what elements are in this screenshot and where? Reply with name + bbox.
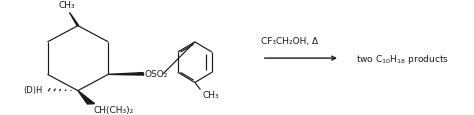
Text: CH₃: CH₃ xyxy=(59,1,75,10)
Text: OSO₂: OSO₂ xyxy=(144,70,168,79)
Polygon shape xyxy=(78,91,95,104)
Text: CH(CH₃)₂: CH(CH₃)₂ xyxy=(93,105,134,114)
Text: (D)H: (D)H xyxy=(23,85,43,94)
Text: CH₃: CH₃ xyxy=(202,90,219,99)
Polygon shape xyxy=(70,13,79,26)
Text: two $\mathregular{C_{10}H_{18}}$ products: two $\mathregular{C_{10}H_{18}}$ product… xyxy=(356,52,449,65)
Polygon shape xyxy=(108,73,144,75)
Text: CF₃CH₂OH, Δ: CF₃CH₂OH, Δ xyxy=(261,37,319,46)
